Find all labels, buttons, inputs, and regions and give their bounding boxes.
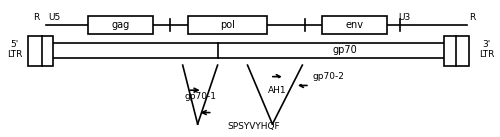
Text: gp70-1: gp70-1: [184, 92, 216, 101]
Bar: [322, 16, 387, 34]
Text: SPSYVYHQF: SPSYVYHQF: [228, 122, 280, 131]
Text: LTR: LTR: [7, 50, 22, 59]
Text: env: env: [346, 20, 364, 30]
Text: AH1: AH1: [268, 86, 286, 95]
Text: R: R: [34, 13, 40, 22]
Text: LTR: LTR: [479, 50, 494, 59]
Text: 5': 5': [10, 40, 19, 49]
Bar: [88, 16, 153, 34]
Bar: [188, 16, 268, 34]
Bar: [28, 36, 53, 66]
Text: 3': 3': [482, 40, 491, 49]
Text: gag: gag: [111, 20, 130, 30]
Bar: [46, 43, 467, 58]
Text: U5: U5: [48, 13, 60, 22]
Text: gp70-2: gp70-2: [312, 72, 344, 81]
Text: gp70: gp70: [332, 45, 357, 55]
Bar: [444, 36, 469, 66]
Text: pol: pol: [220, 20, 235, 30]
Text: U3: U3: [398, 13, 410, 22]
Text: R: R: [469, 13, 475, 22]
